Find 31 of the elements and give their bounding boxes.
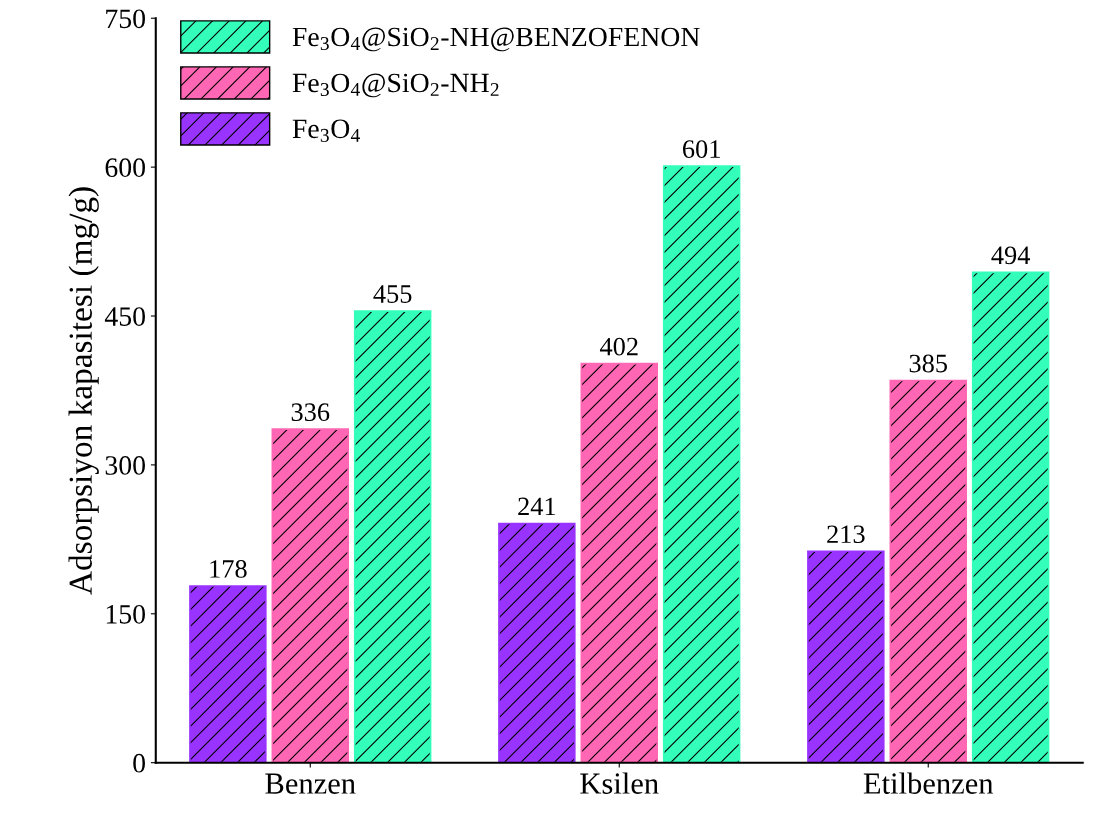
data-label: 385: [909, 354, 948, 373]
data-label: 601: [683, 140, 720, 158]
x-tick-label: Etilbenzen: [863, 772, 994, 794]
y-tick-label: 450: [104, 307, 145, 326]
bar: [498, 522, 576, 763]
bar: [971, 271, 1050, 763]
data-label: 494: [991, 246, 1031, 265]
bar: [580, 362, 658, 763]
legend-label: Fe$_{3}$O$_{4}$: [292, 119, 360, 142]
bar: [353, 310, 432, 763]
bar: [889, 379, 967, 763]
data-label: 336: [291, 403, 330, 422]
y-tick-label: 750: [106, 9, 145, 29]
bar: [662, 165, 741, 763]
bar: [807, 550, 885, 763]
data-label: 402: [599, 337, 638, 356]
x-tick-label: Benzen: [265, 773, 356, 794]
data-label: 241: [518, 497, 556, 516]
bar: [189, 585, 267, 763]
y-tick-label: 600: [105, 158, 145, 178]
legend-label: Fe$_{3}$O$_{4}$@SiO$_{2}$-NH$_{2}$: [292, 73, 499, 98]
data-label: 455: [373, 285, 412, 303]
y-tick-label: 0: [133, 753, 145, 773]
y-tick-label: 150: [106, 604, 145, 624]
legend-label: Fe$_{3}$O$_{4}$@SiO$_{2}$-NH@BENZOFENON: [292, 27, 700, 52]
x-tick-label: Ksilen: [580, 772, 659, 794]
y-axis-title: Adsorpsiyon kapasitesi (mg/g): [68, 187, 99, 595]
bar: [271, 428, 350, 763]
y-tick-label: 300: [105, 456, 145, 475]
data-label: 178: [210, 560, 247, 578]
data-label: 213: [827, 525, 865, 544]
